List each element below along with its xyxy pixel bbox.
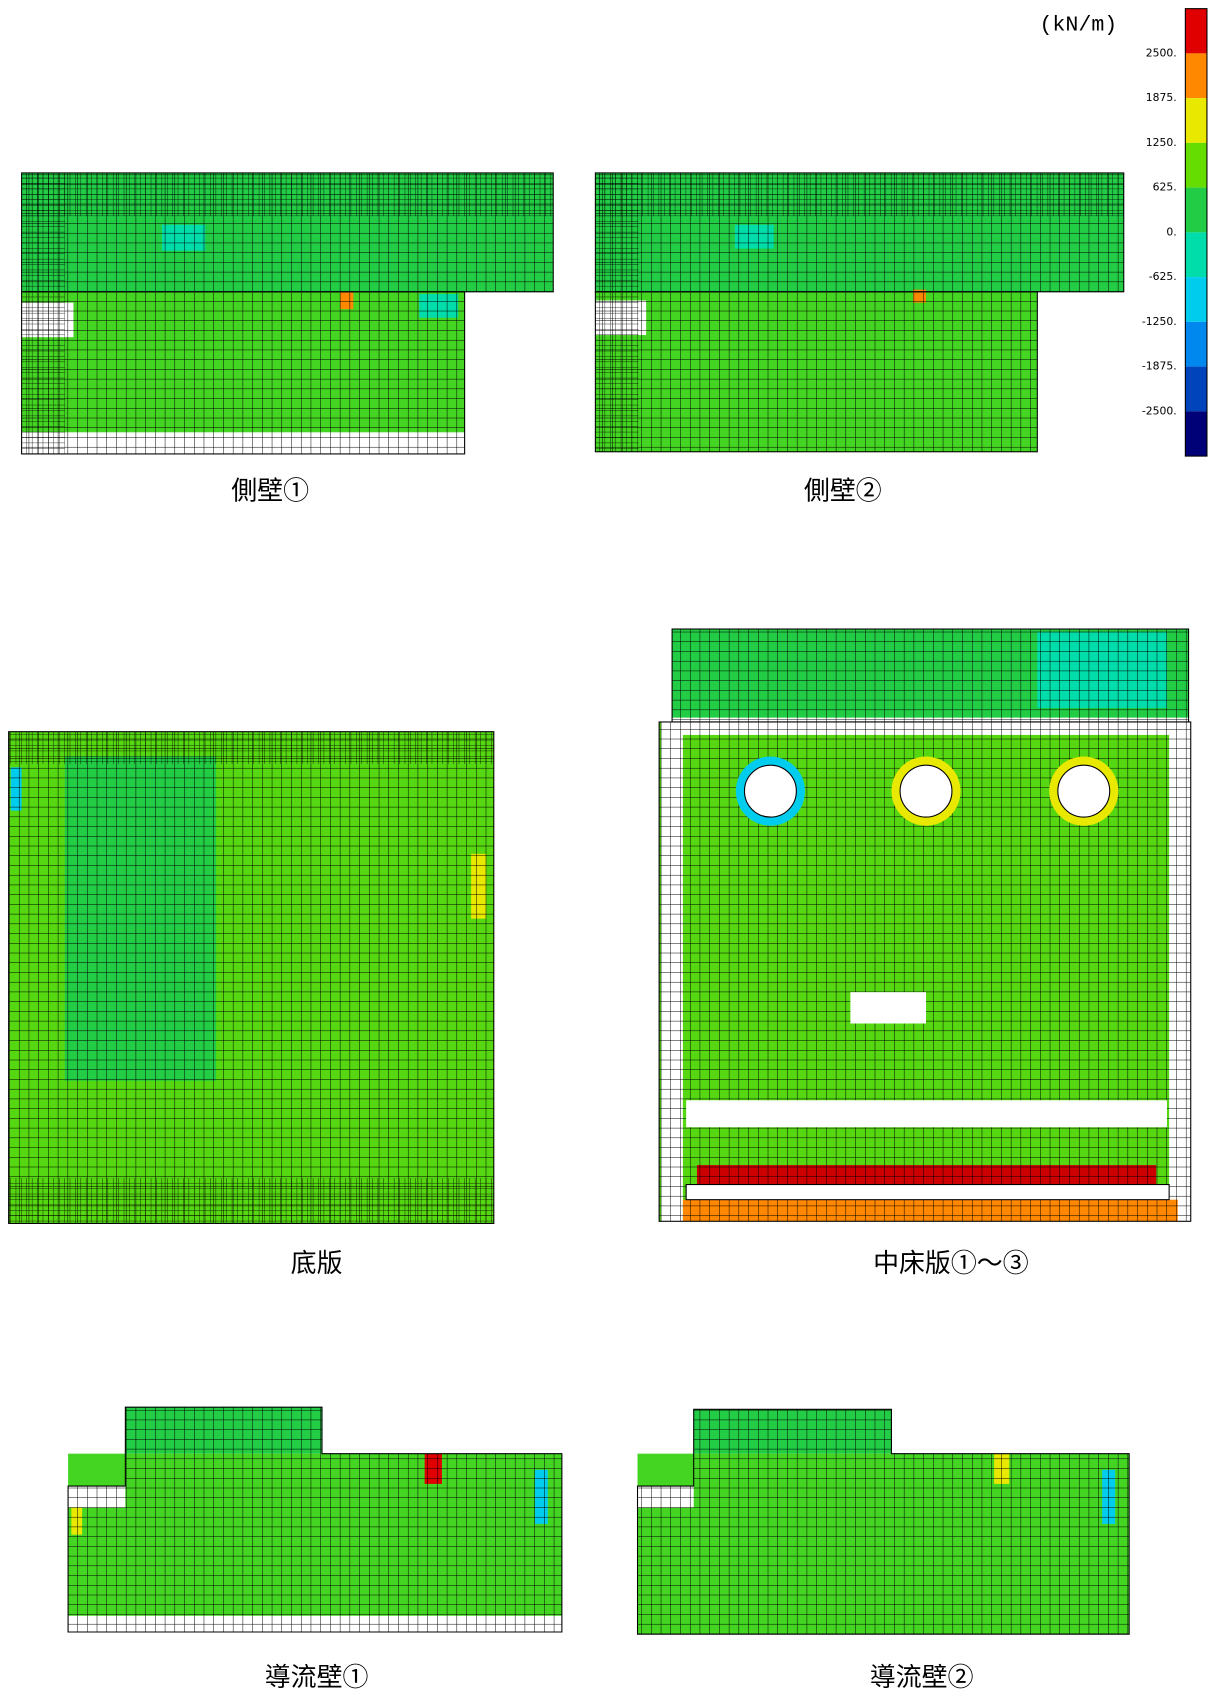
legend: (kN/m) 2500. 1875. 1250. 625. 0. -625. -1250. -… — [1039, 8, 1208, 457]
panel-middle-slab — [658, 628, 1192, 1222]
panel-side-wall-2 — [594, 172, 1125, 453]
panel-guide-wall-1 — [67, 1406, 563, 1633]
legend-label: -1250. — [1142, 315, 1177, 328]
legend-band — [1185, 321, 1207, 367]
legend-label: 625. — [1153, 181, 1177, 194]
caption: 側壁② — [804, 476, 882, 505]
caption: 中床版①～③ — [873, 1249, 1029, 1278]
legend-label: 1875. — [1146, 91, 1177, 104]
legend-band — [1185, 8, 1207, 54]
panel-bottom-slab — [8, 731, 495, 1224]
caption: 導流壁② — [870, 1663, 974, 1692]
legend-label: 0. — [1166, 225, 1176, 238]
legend-label: 1250. — [1146, 136, 1177, 149]
caption: 導流壁① — [265, 1663, 369, 1692]
legend-band — [1185, 98, 1207, 143]
legend-band — [1185, 53, 1207, 99]
legend-label: -2500. — [1142, 404, 1177, 417]
legend-label: 2500. — [1146, 46, 1177, 59]
legend-frame — [1184, 8, 1208, 457]
legend-band — [1185, 277, 1207, 322]
legend-band — [1185, 232, 1207, 278]
legend-band — [1185, 366, 1207, 412]
legend-band — [1185, 411, 1207, 457]
caption: 底版 — [291, 1249, 343, 1278]
legend-label: -1875. — [1142, 360, 1177, 373]
legend-band — [1185, 142, 1207, 188]
legend-unit: (kN/m) — [1039, 13, 1117, 37]
legend-label: -625. — [1149, 270, 1177, 283]
caption: 側壁① — [231, 476, 309, 505]
legend-band — [1185, 187, 1207, 233]
panel-guide-wall-2 — [636, 1408, 1130, 1635]
panel-side-wall-1 — [21, 172, 554, 455]
